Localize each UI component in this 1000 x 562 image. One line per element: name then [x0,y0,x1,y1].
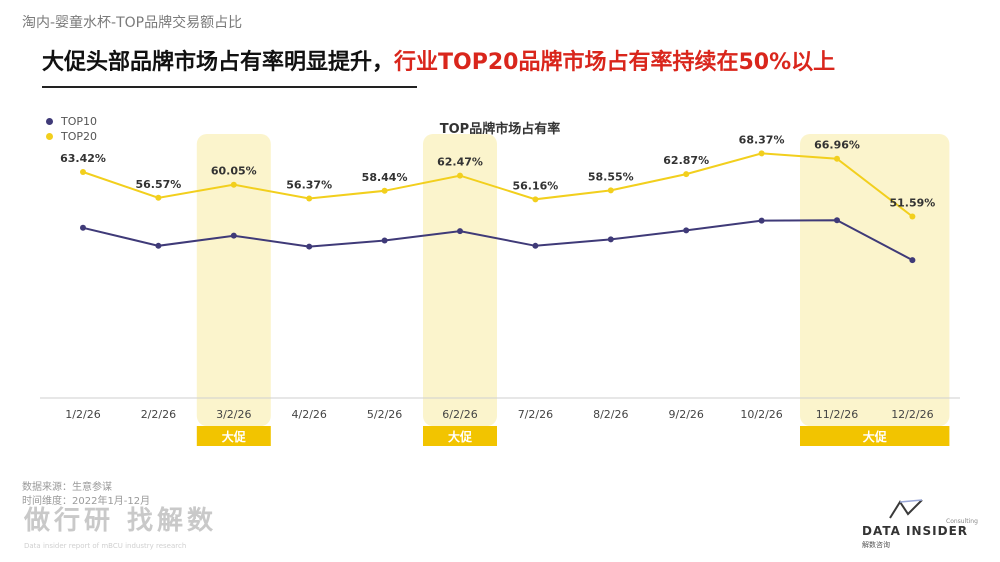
x-tick-label: 7/2/26 [518,408,553,421]
data-point-top20 [381,187,388,194]
data-label-top20: 56.37% [286,179,332,192]
data-label-top20: 62.87% [663,154,709,167]
data-label-top20: 68.37% [739,133,785,146]
legend-marker-top20 [46,133,53,140]
data-point-top10 [607,236,614,243]
headline: 大促头部品牌市场占有率明显提升，行业TOP20品牌市场占有率持续在50%以上 [42,44,835,76]
data-point-top20 [155,194,162,201]
data-point-top20 [758,150,765,157]
promo-label-1: 大促 [448,429,473,444]
x-tick-label: 2/2/26 [141,408,176,421]
data-point-top10 [683,227,690,234]
data-point-top20 [683,171,690,178]
x-tick-label: 3/2/26 [216,408,251,421]
watermark-subline: Data insider report of mBCU industry res… [24,542,187,550]
promo-band-0 [196,134,271,426]
data-label-top20: 58.44% [362,171,408,184]
x-tick-label: 12/2/26 [891,408,933,421]
promo-band-2 [800,134,950,426]
data-point-top10 [457,228,463,235]
series-line-top10 [82,219,913,261]
chart-title: TOP品牌市场占有率 [439,122,561,137]
x-tick-label: 6/2/26 [442,408,477,421]
data-point-top10 [834,217,840,224]
data-point-top20 [834,155,840,162]
data-label-top20: 63.42% [60,152,106,165]
data-point-top20 [80,169,86,176]
logo-consulting-tag: Consulting [946,518,978,525]
data-point-top10 [381,237,388,244]
data-point-top20 [909,213,916,220]
data-point-top10 [306,243,313,250]
promo-label-2: 大促 [863,429,888,444]
promo-label-box-2 [800,426,950,446]
x-tick-label: 11/2/26 [816,408,858,421]
data-point-top20 [457,172,463,179]
data-point-top10 [155,242,162,249]
report-subtitle: 淘内-婴童水杯-TOP品牌交易额占比 [22,15,243,31]
promo-label-box-0 [196,426,271,446]
time-period-note: 时间维度：2022年1月-12月 [22,496,151,507]
headline-underline [42,86,417,88]
data-point-top20 [532,196,539,203]
x-tick-label: 5/2/26 [367,408,402,421]
data-point-top10 [532,242,539,249]
legend-item-top20: TOP20 [46,129,97,144]
legend-item-top10: TOP10 [46,114,97,129]
headline-main: 大促头部品牌市场占有率明显提升， [42,50,395,75]
logo-brand-name: DATA INSIDER [862,524,969,538]
logo-brand-cn: 解数咨询 [862,541,890,549]
promo-label-box-1 [423,426,497,446]
series-line-top20 [82,152,914,218]
data-point-top10 [909,257,916,264]
logo-mark-icon [889,499,923,519]
data-label-top20: 56.57% [135,178,181,191]
data-label-top20: 62.47% [437,156,483,169]
chart-legend: TOP10 TOP20 [46,114,97,144]
data-label-top20: 58.55% [588,170,634,183]
x-tick-label: 1/2/26 [65,408,100,421]
legend-marker-top10 [46,118,53,125]
data-point-top20 [306,195,313,202]
data-label-top20: 56.16% [512,179,558,192]
x-tick-label: 8/2/26 [593,408,628,421]
legend-label-top10: TOP10 [61,115,98,128]
watermark-text: 做行研 找解数 [24,506,218,536]
data-insider-logo: Consulting DATA INSIDER 解数咨询 [858,498,988,553]
data-label-top20: 66.96% [814,139,860,152]
x-tick-label: 10/2/26 [740,408,782,421]
data-point-top20 [230,181,237,188]
data-point-top10 [80,224,86,231]
data-point-top10 [230,232,237,239]
headline-highlight: 行业TOP20品牌市场占有率持续在50%以上 [394,50,836,75]
data-label-top20: 51.59% [889,197,935,210]
promo-label-0: 大促 [222,429,247,444]
data-point-top10 [758,217,765,224]
promo-band-1 [423,134,497,426]
x-tick-label: 4/2/26 [291,408,326,421]
data-source-note: 数据来源：生意参谋 [22,482,112,493]
x-tick-label: 9/2/26 [668,408,703,421]
data-label-top20: 60.05% [211,165,257,178]
legend-label-top20: TOP20 [61,130,98,143]
data-point-top20 [607,187,614,194]
